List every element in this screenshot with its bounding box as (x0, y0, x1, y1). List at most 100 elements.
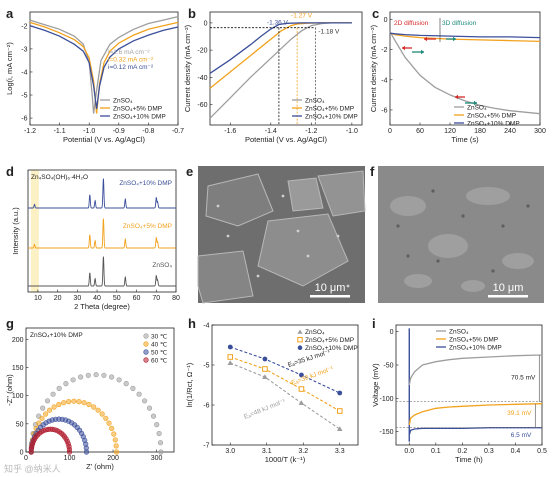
y-tick-label: -6 (381, 107, 387, 114)
pit (406, 254, 410, 258)
impedance-point (66, 449, 73, 455)
panel-f: f 10 μm (370, 164, 544, 303)
y-tick-label: -6 (21, 116, 27, 123)
surface-patch (428, 234, 468, 258)
impedance-point (40, 405, 46, 411)
panel-letter: f (370, 164, 375, 179)
scale-bar-label: 10 μm (315, 282, 346, 294)
x-tick-label: 300 (151, 455, 163, 462)
phase-label: Zn₄SO₄(OH)₆·4H₂O (31, 174, 88, 181)
impedance-point (112, 437, 118, 443)
x-tick-label: 0.3 (484, 448, 494, 455)
impedance-point (154, 422, 160, 428)
impedance-point (61, 400, 67, 406)
impedance-point (83, 449, 90, 455)
y-tick-label: -50 (383, 363, 393, 370)
impedance-point (136, 391, 142, 397)
y-axis-label: ln(1/Rct, Ω⁻¹) (185, 362, 194, 407)
fit-line (229, 362, 341, 430)
x-tick-label: 200 (107, 455, 119, 462)
panel-a: -1.2 -1.1 -1.0 -0.9 -0.8 -0.7 -2 -3 -4 -5 -6 Potent… (5, 6, 184, 144)
impedance-point (111, 431, 117, 437)
impedance-point (76, 399, 82, 405)
legend-entry: 40 ℃ (151, 342, 168, 349)
impedance-point (50, 391, 56, 397)
panel-letter: c (372, 6, 379, 21)
diffusion-2d-label: 2D diffusion (394, 20, 429, 27)
arrow-2d-head (424, 36, 427, 42)
exchange-current-label: i=1.6 mA cm⁻² (108, 49, 150, 56)
legend-entry: ZnSO₄+10% DMP (305, 113, 358, 120)
legend-marker (297, 345, 303, 351)
particle (336, 234, 340, 238)
y-tick-label: -6 (203, 403, 209, 410)
x-axis-label: Z' (ohm) (86, 462, 114, 471)
x-tick-label: 0 (24, 455, 28, 462)
activation-energy-label: Eₐ=38 kJ mol⁻¹ (291, 365, 335, 387)
panel-g: 0 100 200 300 200 150 100 50 0 Z' (ohm) -Z'' (ohm)… (5, 316, 175, 471)
impedance-point (142, 398, 148, 404)
panel-e: e 10 μm (186, 164, 366, 304)
y-tick-label: -4 (21, 69, 27, 76)
impedance-point (42, 411, 49, 417)
legend-entry: 60 ℃ (151, 358, 168, 365)
x-tick-label: 0.2 (457, 448, 467, 455)
y-tick-label: -3 (21, 46, 27, 53)
x-tick-label: 10 (34, 295, 42, 302)
impedance-point (106, 420, 112, 426)
legend-entry: ZnSO₄ (113, 97, 133, 104)
x-axis-label: Potential (V vs. Ag/AgCl) (245, 135, 328, 144)
legend-entry: ZnSO₄ (305, 97, 325, 104)
impedance-point (36, 420, 42, 426)
x-tick-label: 0.0 (404, 448, 414, 455)
legend-entry: ZnSO₄ (305, 329, 325, 336)
y-tick-label: -5 (21, 93, 27, 100)
onset-label: -1.18 V (318, 29, 340, 36)
x-tick-label: 30 (73, 295, 81, 302)
panel-letter: d (6, 164, 14, 179)
overpotential-label: 39.1 mV (507, 410, 532, 417)
impedance-point (86, 401, 92, 408)
surface-patch (404, 274, 432, 288)
highlight-band (30, 170, 39, 292)
impedance-point (95, 407, 101, 413)
y-tick-label: 0 (384, 17, 388, 24)
impedance-point (146, 405, 153, 411)
arrow-3d-head (421, 49, 424, 55)
plot-frame (29, 11, 179, 126)
scale-bar-label: 10 μm (493, 282, 524, 294)
y-tick-label: -7 (203, 443, 209, 450)
diffusion-3d-label: 3D diffusion (442, 20, 477, 27)
impedance-point (91, 404, 97, 410)
pit (526, 204, 530, 208)
data-point (336, 426, 343, 431)
data-point (227, 360, 234, 365)
y-tick-label: 200 (12, 337, 24, 344)
legend-entry: ZnSO₄+10% DMP (305, 345, 358, 352)
x-tick-label: 80 (172, 295, 180, 302)
panel-letter: h (188, 316, 196, 331)
surface-patch (390, 196, 426, 216)
pit (436, 259, 440, 263)
x-tick-label: 0.1 (431, 448, 441, 455)
plot-frame (395, 324, 543, 446)
x-tick-label: -1.1 (54, 128, 66, 135)
y-axis-label: Current density (mA cm⁻²) (183, 24, 192, 112)
y-tick-label: -2 (21, 23, 27, 30)
xrd-pattern (28, 218, 176, 249)
impedance-point (158, 449, 164, 455)
chronoamperometry-curve (389, 32, 541, 39)
data-point (227, 354, 234, 360)
zinc-plate (205, 173, 274, 227)
x-tick-label: -0.8 (142, 128, 154, 135)
x-axis-label: 2 Theta (degree) (74, 302, 130, 311)
impedance-point (85, 372, 91, 378)
fit-line (230, 346, 340, 394)
x-tick-label: 50 (113, 295, 121, 302)
impedance-point (99, 411, 105, 417)
zinc-plate (287, 177, 324, 212)
x-axis-label: 1000/T (k⁻¹) (265, 455, 306, 464)
data-point (298, 386, 305, 392)
impedance-point (157, 440, 164, 446)
legend-marker (143, 357, 149, 363)
